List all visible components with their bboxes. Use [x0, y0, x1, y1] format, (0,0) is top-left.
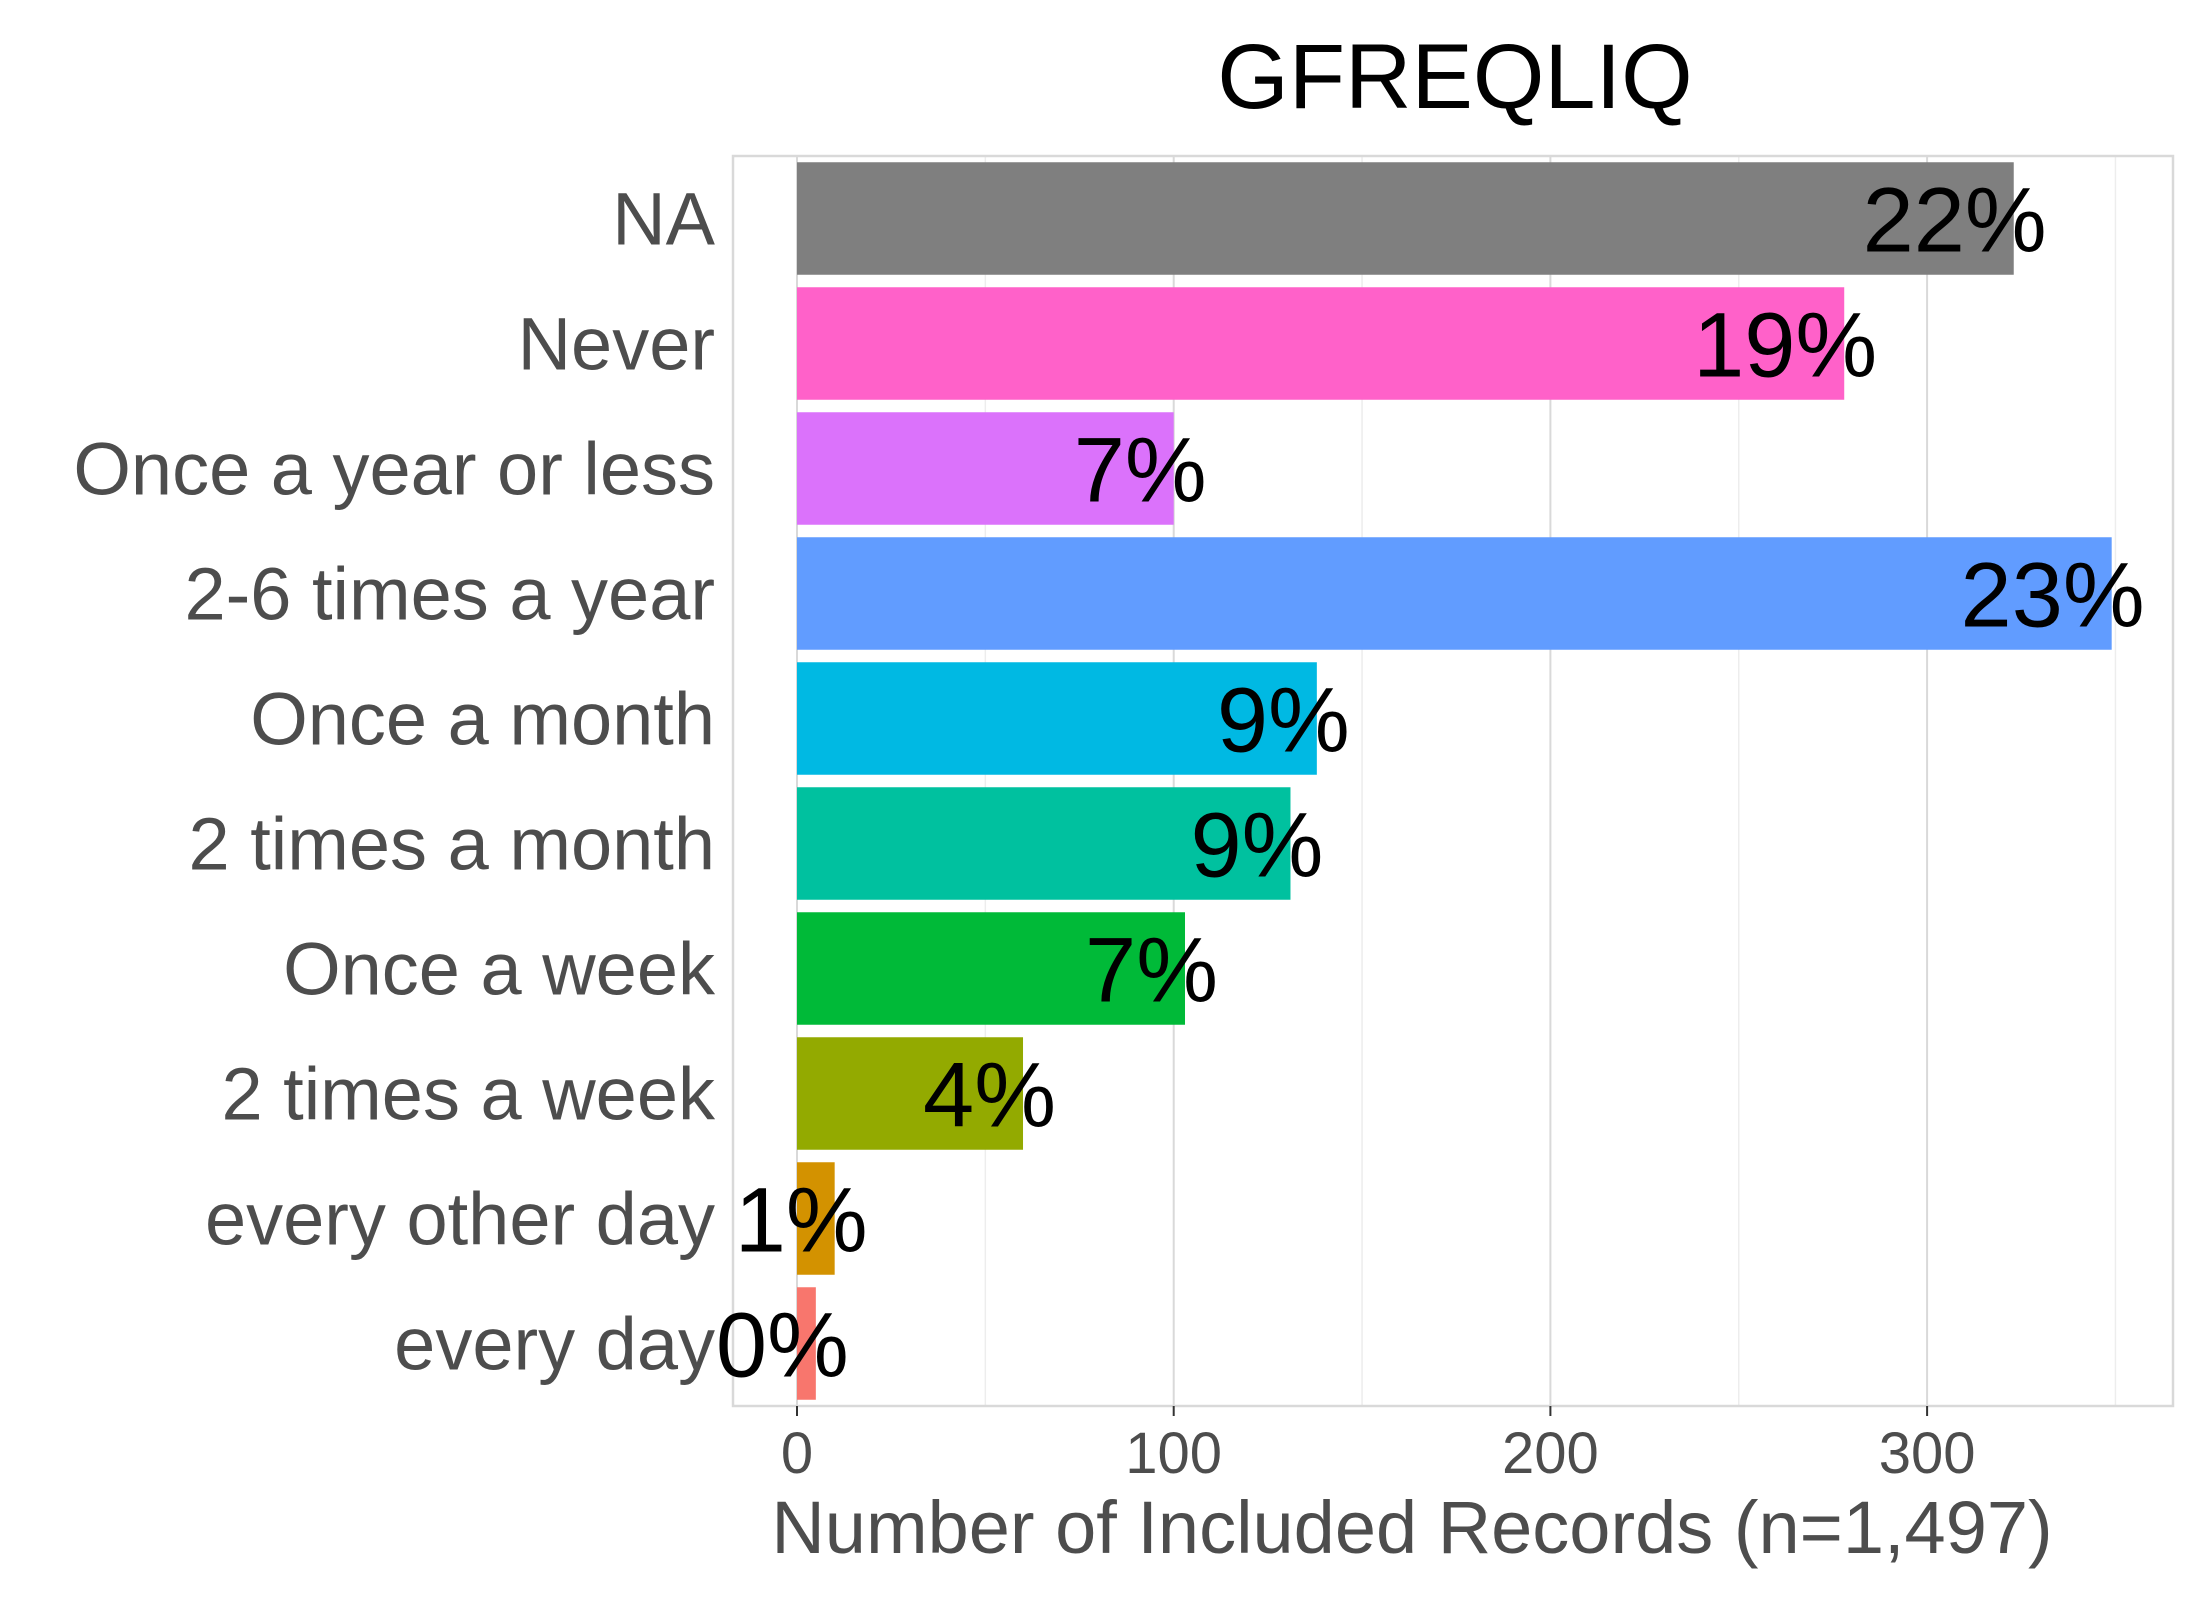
data-label: 23%	[1961, 545, 2145, 647]
data-label: 7%	[1085, 920, 1218, 1022]
data-label: 19%	[1693, 295, 1877, 397]
x-axis-ticks: 0 100 200 300	[781, 1406, 1976, 1486]
data-label: 22%	[1863, 170, 2047, 272]
category-label: Never	[518, 303, 715, 386]
category-label: 2 times a month	[189, 803, 715, 886]
category-label: Once a year or less	[73, 428, 715, 511]
data-label: 4%	[923, 1045, 1056, 1147]
bar	[797, 1287, 816, 1400]
data-labels: 22% 19% 7% 23% 9% 9% 7% 4% 1% 0%	[716, 170, 2145, 1397]
category-label: Once a week	[283, 928, 716, 1011]
bar	[797, 412, 1174, 525]
bar	[797, 912, 1186, 1025]
category-labels: NA Never Once a year or less 2-6 times a ye…	[73, 178, 716, 1386]
data-label: 0%	[716, 1295, 849, 1397]
x-tick-label: 0	[781, 1421, 813, 1486]
bar	[797, 287, 1845, 400]
bar	[797, 662, 1317, 775]
category-label: 2 times a week	[221, 1053, 716, 1136]
bar	[797, 1037, 1024, 1150]
bar	[797, 537, 2112, 650]
bars	[797, 162, 2112, 1400]
bar	[797, 162, 2014, 275]
category-label: Once a month	[250, 678, 715, 761]
category-label: every day	[394, 1303, 715, 1386]
x-tick-label: 100	[1125, 1421, 1222, 1486]
data-label: 1%	[735, 1170, 868, 1272]
data-label: 9%	[1217, 670, 1350, 772]
plot-panel	[731, 154, 2175, 1408]
category-label: every other day	[205, 1178, 715, 1261]
chart-title: GFREQLIQ	[1217, 26, 1692, 128]
bar	[797, 1162, 835, 1275]
bar	[797, 787, 1291, 900]
data-label: 9%	[1191, 795, 1324, 897]
x-tick-label: 300	[1879, 1421, 1976, 1486]
category-label: 2-6 times a year	[184, 553, 715, 636]
x-tick-label: 200	[1502, 1421, 1599, 1486]
data-label: 7%	[1074, 420, 1207, 522]
category-label: NA	[612, 178, 715, 261]
x-axis-title: Number of Included Records (n=1,497)	[771, 1486, 2052, 1569]
